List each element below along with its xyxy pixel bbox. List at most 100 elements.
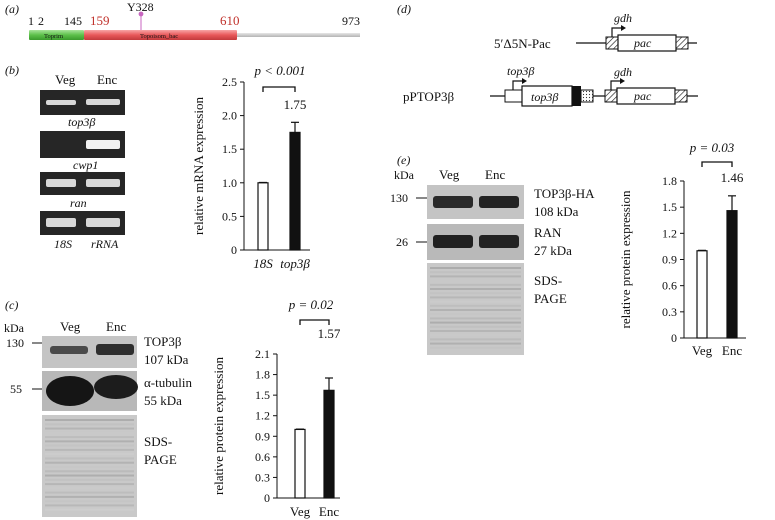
sds-label-c-2: PAGE — [144, 452, 177, 467]
panel-c-label: (c) — [5, 298, 18, 312]
band-ran-veg — [46, 179, 76, 187]
bar-1 — [257, 182, 269, 251]
tick-145: 145 — [64, 14, 82, 28]
y-tick-label: 1.5 — [662, 200, 677, 214]
tick-973: 973 — [342, 14, 360, 28]
band-label-108kda: 108 kDa — [534, 204, 579, 219]
construct-2-gdh-label: gdh — [614, 65, 632, 79]
gel-band — [45, 500, 134, 503]
band-ran-enc-e — [479, 235, 519, 248]
y-tick-label: 0 — [231, 243, 237, 257]
construct-2-arrowhead-2-icon — [620, 78, 625, 84]
category-label-1: Veg — [692, 343, 713, 358]
gel-band — [45, 470, 134, 473]
y-tick-label: 0.9 — [662, 253, 677, 267]
gel-band — [430, 300, 521, 303]
gel-band — [430, 317, 521, 320]
sds-label-e-2: PAGE — [534, 291, 567, 306]
gel-band — [45, 431, 134, 434]
y-axis-label: relative protein expression — [211, 357, 226, 495]
sds-page-bands-e — [430, 267, 521, 349]
gel-band — [430, 267, 521, 269]
gel-band — [430, 296, 521, 299]
y-tick-label: 0.9 — [255, 429, 270, 443]
band-label-27kda: 27 kDa — [534, 243, 572, 258]
chart-c: 0 0.3 0.6 0.9 1.2 1.5 1.8 2.1 relative protein e… — [211, 297, 341, 519]
gel-band — [430, 313, 521, 316]
y-tick-label: 2.0 — [222, 109, 237, 123]
gel-band — [45, 423, 134, 426]
bar-2 — [289, 131, 301, 251]
gel-band — [45, 474, 134, 477]
gel-band — [45, 457, 134, 460]
panel-e: (e) kDa Veg Enc 130 TOP3β-HA 108 kDa 26 … — [390, 140, 746, 358]
gel-label-top3b: top3β — [68, 115, 95, 129]
topoisom-domain — [84, 30, 237, 40]
band-top3b-ha-enc — [479, 196, 519, 208]
y-axis-label: relative protein expression — [618, 190, 633, 328]
gel-band — [45, 444, 134, 447]
gel-band — [45, 427, 134, 430]
panel-b: (b) Veg Enc top3β cwp1 ran 18S rRNA 0 0.5… — [5, 63, 310, 271]
panel-a-label: (a) — [5, 2, 19, 16]
y-tick-label: 2.1 — [255, 347, 270, 361]
construct-1-label: 5′Δ5N-Pac — [494, 36, 551, 51]
gel-band — [430, 334, 521, 337]
gel-band — [45, 453, 134, 456]
band-label-107kda: 107 kDa — [144, 352, 189, 367]
band-ran-enc — [86, 179, 120, 187]
value-label: 1.57 — [318, 326, 341, 341]
topoisom-label: Topoisom_bac — [140, 33, 178, 40]
gel-band — [430, 309, 521, 311]
y-tick-label: 0 — [264, 491, 270, 505]
p-value-label: p < 0.001 — [253, 63, 305, 78]
tick-2: 2 — [38, 14, 44, 28]
construct-1-terminator — [675, 36, 689, 50]
gel-band — [430, 271, 521, 274]
gel-band — [45, 504, 134, 507]
mutation-label: Y328 — [127, 0, 154, 14]
band-label-top3b-ha: TOP3β-HA — [534, 186, 595, 201]
category-label-2: Enc — [722, 343, 742, 358]
gel-band — [430, 325, 521, 328]
band-label-top3b: TOP3β — [144, 334, 182, 349]
construct-2-3utr — [580, 89, 594, 103]
gel-band — [430, 304, 521, 307]
band-ran-veg-e — [433, 235, 473, 248]
y-tick-label: 0.5 — [222, 209, 237, 223]
bar-2 — [726, 210, 738, 339]
category-label-1: 18S — [253, 256, 273, 271]
marker-55-c: 55 — [10, 382, 22, 396]
marker-130-c: 130 — [6, 336, 24, 350]
y-axis-label: relative mRNA expression — [191, 97, 206, 235]
gel-band — [45, 487, 134, 490]
band-top3b-veg-c — [50, 346, 88, 354]
y-tick-label: 0.3 — [662, 305, 677, 319]
gel-band — [430, 279, 521, 282]
construct-1-pac-label: pac — [633, 36, 652, 50]
lane-veg-c: Veg — [60, 319, 81, 334]
gel-band — [430, 342, 521, 345]
gel-band — [45, 478, 134, 481]
gel-band — [45, 508, 134, 511]
band-label-55kda: 55 kDa — [144, 393, 182, 408]
gel-label-18s: 18S — [54, 237, 72, 251]
y-tick-label: 1.8 — [255, 368, 270, 382]
gel-label-ran: ran — [70, 196, 87, 210]
gel-band — [430, 288, 521, 290]
construct-1-promoter-arrow — [611, 27, 624, 37]
gel-band — [430, 338, 521, 341]
gel-band — [45, 440, 134, 443]
gel-label-cwp1: cwp1 — [73, 158, 98, 172]
construct-2-top3b-promoter-label: top3β — [507, 64, 534, 78]
gel-band — [45, 483, 134, 486]
toprim-domain — [29, 30, 84, 40]
gel-ran — [40, 172, 125, 195]
sds-page-bands-c — [45, 419, 134, 511]
y-tick-label: 1.5 — [222, 142, 237, 156]
construct-2-gdh-arrow — [610, 80, 623, 90]
panel-d-label: (d) — [397, 2, 411, 16]
lane-veg-e: Veg — [439, 167, 460, 182]
kda-label-c: kDa — [4, 321, 25, 335]
construct-2-terminator — [674, 89, 688, 103]
